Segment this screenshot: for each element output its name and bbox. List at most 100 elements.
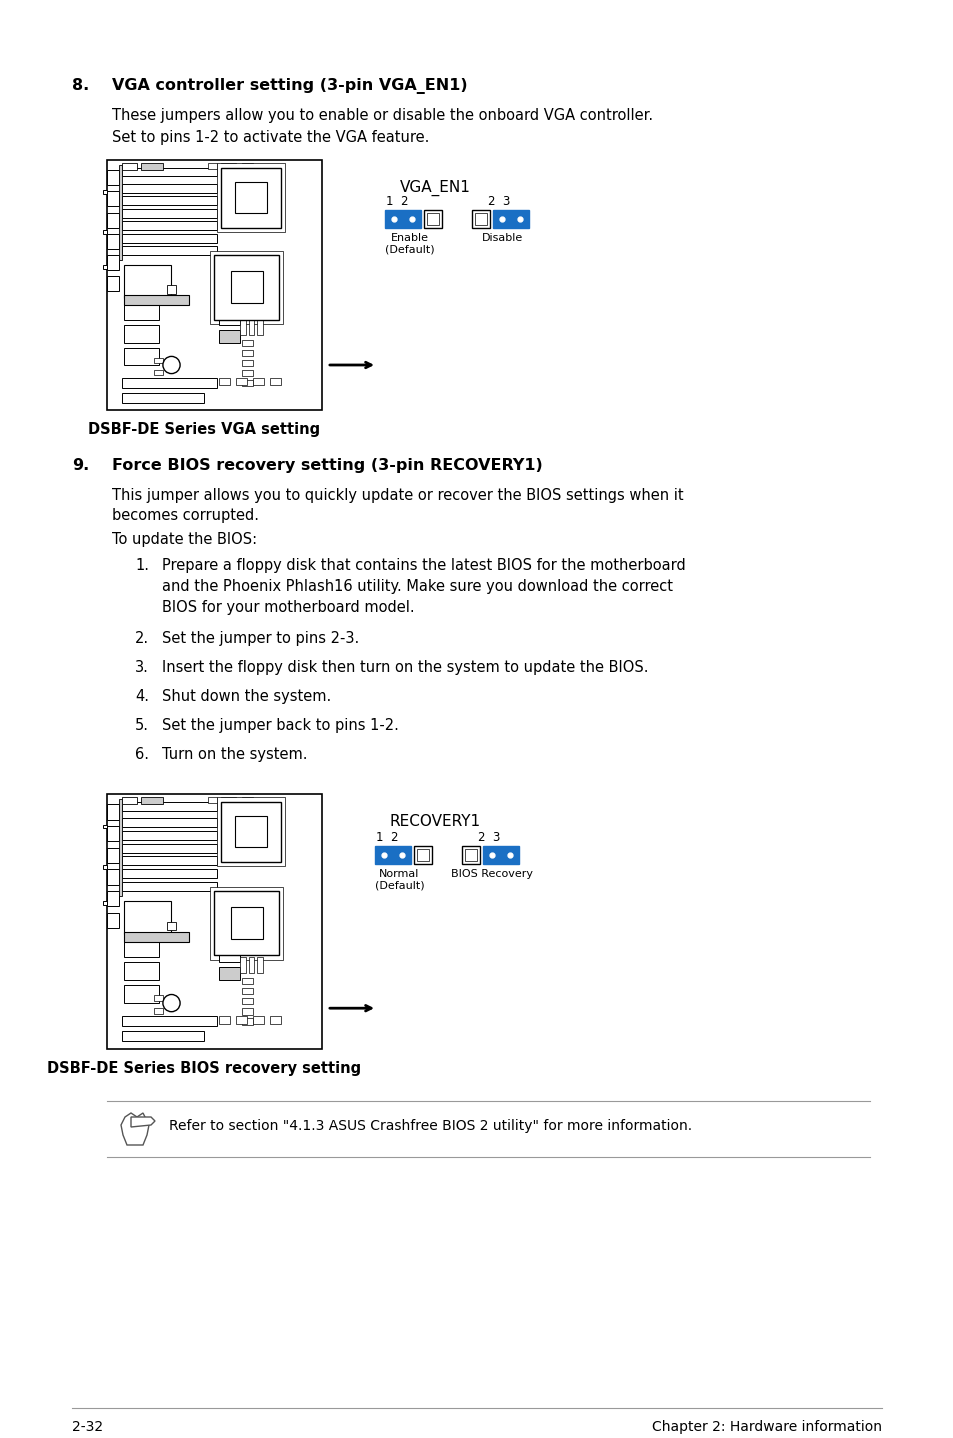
- Bar: [122, 831, 216, 840]
- Bar: [107, 276, 119, 292]
- Bar: [231, 272, 263, 303]
- Text: 4.: 4.: [135, 689, 149, 705]
- Bar: [124, 302, 158, 321]
- Bar: [221, 167, 281, 227]
- Text: BIOS for your motherboard model.: BIOS for your motherboard model.: [162, 600, 415, 615]
- Bar: [154, 358, 163, 362]
- Bar: [122, 818, 216, 827]
- Bar: [427, 213, 438, 224]
- Text: 1  2: 1 2: [375, 831, 398, 844]
- Bar: [107, 213, 119, 227]
- Bar: [122, 196, 216, 206]
- Bar: [257, 321, 263, 335]
- Bar: [464, 848, 476, 861]
- Bar: [154, 1008, 163, 1014]
- Bar: [122, 844, 216, 853]
- Bar: [253, 378, 264, 385]
- Bar: [103, 866, 107, 869]
- Bar: [423, 210, 441, 229]
- Bar: [107, 825, 119, 841]
- Bar: [124, 902, 172, 935]
- Bar: [249, 321, 254, 335]
- Bar: [249, 958, 254, 972]
- Bar: [257, 958, 263, 972]
- Text: 2-32: 2-32: [71, 1419, 103, 1434]
- Bar: [141, 797, 163, 804]
- Text: These jumpers allow you to enable or disable the onboard VGA controller.: These jumpers allow you to enable or dis…: [112, 108, 653, 124]
- Bar: [122, 881, 216, 892]
- Bar: [122, 167, 216, 177]
- Bar: [119, 800, 122, 896]
- Bar: [122, 1031, 204, 1041]
- Text: Shut down the system.: Shut down the system.: [162, 689, 331, 705]
- Bar: [124, 932, 189, 942]
- Bar: [210, 250, 283, 324]
- Bar: [124, 939, 158, 958]
- Bar: [124, 962, 158, 981]
- Bar: [242, 162, 253, 168]
- Bar: [122, 797, 137, 804]
- Text: Set the jumper back to pins 1-2.: Set the jumper back to pins 1-2.: [162, 718, 398, 733]
- Text: DSBF-DE Series VGA setting: DSBF-DE Series VGA setting: [88, 421, 319, 437]
- Text: 2.: 2.: [135, 631, 149, 646]
- Bar: [122, 234, 216, 243]
- Bar: [242, 349, 253, 357]
- Bar: [103, 902, 107, 905]
- Bar: [235, 378, 247, 385]
- Bar: [218, 305, 240, 325]
- Bar: [242, 988, 253, 994]
- Bar: [242, 998, 253, 1004]
- Bar: [270, 378, 281, 385]
- Bar: [210, 887, 283, 959]
- Text: 1.: 1.: [135, 558, 149, 572]
- Text: BIOS Recovery: BIOS Recovery: [451, 869, 533, 879]
- Text: Insert the floppy disk then turn on the system to update the BIOS.: Insert the floppy disk then turn on the …: [162, 660, 648, 674]
- Text: 1  2: 1 2: [386, 196, 408, 209]
- Bar: [218, 968, 240, 981]
- Text: 8.: 8.: [71, 78, 90, 93]
- Bar: [242, 360, 253, 367]
- Text: VGA controller setting (3-pin VGA_EN1): VGA controller setting (3-pin VGA_EN1): [112, 78, 467, 93]
- Bar: [107, 913, 119, 928]
- Bar: [240, 321, 246, 335]
- Bar: [231, 907, 263, 939]
- Text: This jumper allows you to quickly update or recover the BIOS settings when it: This jumper allows you to quickly update…: [112, 487, 683, 503]
- Bar: [472, 210, 490, 229]
- Bar: [124, 348, 158, 365]
- Text: Chapter 2: Hardware information: Chapter 2: Hardware information: [651, 1419, 882, 1434]
- Bar: [167, 285, 175, 293]
- Bar: [242, 978, 253, 984]
- Text: 3.: 3.: [135, 660, 149, 674]
- Circle shape: [163, 995, 180, 1012]
- Bar: [122, 378, 216, 387]
- Text: Normal
(Default): Normal (Default): [375, 869, 424, 890]
- Text: DSBF-DE Series BIOS recovery setting: DSBF-DE Series BIOS recovery setting: [47, 1061, 360, 1076]
- Bar: [235, 817, 267, 847]
- Text: and the Phoenix Phlash16 utility. Make sure you download the correct: and the Phoenix Phlash16 utility. Make s…: [162, 580, 672, 594]
- Bar: [475, 213, 486, 224]
- Bar: [122, 221, 216, 230]
- Polygon shape: [131, 1117, 154, 1127]
- Bar: [482, 846, 518, 864]
- Text: 5.: 5.: [135, 718, 149, 733]
- Bar: [216, 797, 285, 866]
- Bar: [122, 869, 216, 879]
- Bar: [107, 869, 119, 884]
- Bar: [208, 797, 216, 802]
- Bar: [124, 325, 158, 342]
- Bar: [214, 892, 278, 955]
- Bar: [416, 848, 429, 861]
- Bar: [242, 380, 253, 387]
- Bar: [154, 995, 163, 1001]
- Bar: [107, 160, 322, 410]
- Text: Refer to section "4.1.3 ASUS Crashfree BIOS 2 utility" for more information.: Refer to section "4.1.3 ASUS Crashfree B…: [169, 1119, 691, 1133]
- Bar: [242, 370, 253, 377]
- Bar: [107, 191, 119, 206]
- Bar: [122, 857, 216, 866]
- Bar: [242, 1018, 253, 1025]
- Bar: [107, 804, 119, 820]
- Bar: [270, 1015, 281, 1024]
- Text: Prepare a floppy disk that contains the latest BIOS for the motherboard: Prepare a floppy disk that contains the …: [162, 558, 685, 572]
- Bar: [218, 378, 230, 385]
- Bar: [103, 230, 107, 234]
